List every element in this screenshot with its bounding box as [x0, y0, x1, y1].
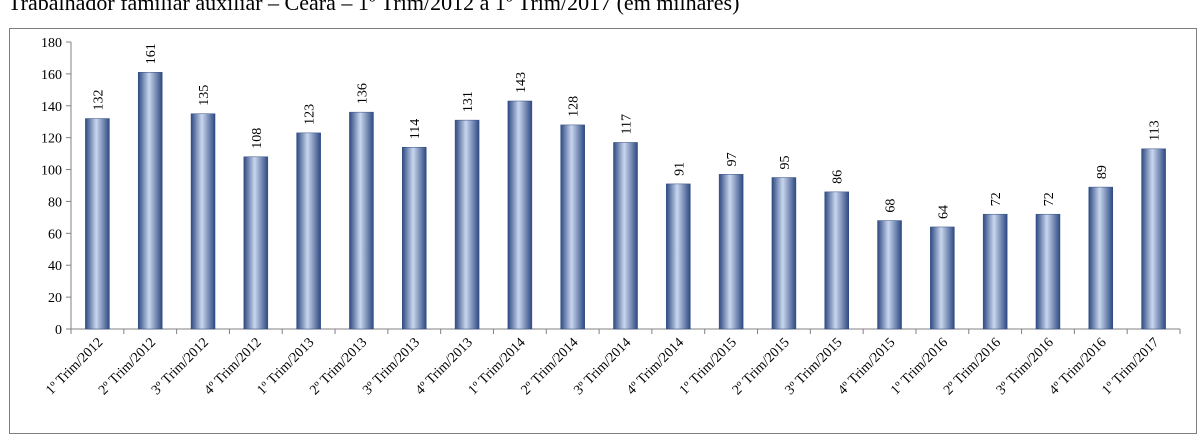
bar — [666, 183, 691, 330]
bar — [930, 226, 955, 330]
y-tick-label: 80 — [48, 195, 62, 210]
data-label: 135 — [197, 85, 212, 106]
bar — [982, 213, 1008, 330]
data-label: 123 — [303, 104, 318, 125]
bar — [718, 174, 744, 330]
bar — [824, 191, 849, 330]
data-label: 131 — [461, 91, 476, 112]
data-label: 86 — [831, 170, 846, 184]
y-tick-label: 120 — [41, 132, 62, 147]
bar — [454, 119, 480, 330]
bar — [243, 156, 269, 330]
data-label: 161 — [144, 43, 159, 64]
data-labels: 132 161 135 108 123 136 114 131 143 128 117 91 97 95 8… — [91, 43, 1162, 219]
y-tick-label: 40 — [48, 259, 62, 274]
y-tick-label: 20 — [48, 291, 62, 306]
bar — [560, 124, 585, 330]
bar — [771, 177, 797, 330]
y-tick-label: 100 — [41, 164, 62, 179]
data-label: 91 — [672, 162, 687, 176]
data-label: 68 — [884, 199, 899, 213]
y-tick-label: 0 — [55, 323, 62, 338]
bar — [877, 220, 902, 330]
bar — [190, 113, 216, 330]
data-label: 95 — [778, 156, 793, 170]
x-tick-label: 1º Trim/2017 — [1100, 335, 1163, 398]
chart-title: Trabalhador familiar auxiliar – Ceará – … — [8, 0, 740, 15]
bar — [349, 111, 374, 330]
bar — [402, 146, 427, 330]
data-label: 64 — [936, 205, 951, 219]
y-tick-label: 160 — [41, 68, 62, 83]
bar — [1141, 148, 1166, 330]
bars — [85, 72, 1166, 330]
bar — [296, 132, 321, 330]
data-label: 97 — [725, 152, 740, 166]
bar — [507, 100, 533, 330]
data-label: 89 — [1095, 165, 1110, 179]
y-tick-label: 60 — [48, 227, 62, 242]
chart-frame — [9, 28, 1197, 434]
data-label: 128 — [567, 96, 582, 117]
data-label: 72 — [989, 192, 1004, 206]
data-label: 72 — [1042, 192, 1057, 206]
data-label: 114 — [408, 119, 423, 139]
data-label: 108 — [250, 128, 265, 149]
bar — [1035, 213, 1061, 330]
bar — [137, 72, 163, 330]
data-label: 113 — [1148, 120, 1163, 140]
y-tick-label: 140 — [41, 100, 62, 115]
bar — [1088, 186, 1114, 330]
data-label: 117 — [620, 114, 635, 134]
bar — [85, 118, 110, 330]
bar — [613, 142, 638, 330]
y-tick-label: 180 — [41, 36, 62, 51]
data-label: 143 — [514, 72, 529, 93]
data-label: 136 — [355, 83, 370, 104]
data-label: 132 — [91, 90, 106, 111]
